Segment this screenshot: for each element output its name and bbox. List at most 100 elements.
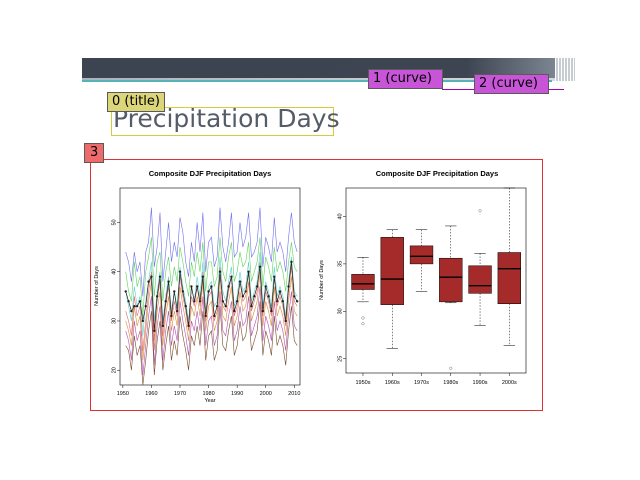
- slide-header-stripes: [555, 58, 575, 81]
- mean-point: [267, 295, 270, 298]
- box-1990s: [468, 209, 492, 326]
- box-1970s: [409, 229, 434, 292]
- x-tick-label: 1980: [202, 391, 214, 397]
- box-chart-x-ticks: 1950s 1960s 1970s 1980s 1990s 2000s: [355, 373, 517, 386]
- mean-point: [170, 314, 173, 318]
- y-tick-label: 30: [111, 318, 117, 324]
- box-chart-y-ticks: 25 30 35 40: [337, 213, 346, 362]
- mean-point: [233, 309, 236, 313]
- y-tick-label: 25: [337, 356, 343, 362]
- mean-point: [247, 270, 250, 273]
- box-chart: Composite DJF Precipitation Days Number …: [319, 169, 527, 386]
- category-label: 1970s: [414, 380, 429, 386]
- iqr-box: [351, 274, 375, 290]
- mean-point: [173, 290, 176, 293]
- mean-point: [295, 300, 299, 303]
- iqr-box: [468, 265, 492, 294]
- slide-header-banner: [82, 58, 575, 78]
- mean-point: [261, 309, 265, 313]
- mean-point: [250, 305, 253, 308]
- mean-point: [218, 270, 222, 273]
- series-line-3: [125, 251, 298, 336]
- annotation-curve1-tag: 1 (curve): [368, 69, 443, 89]
- series-line-4: [125, 271, 298, 361]
- mean-point: [184, 305, 187, 308]
- mean-point: [127, 300, 130, 303]
- precipitation-figure: Composite DJF Precipitation Days Year Nu…: [94, 169, 527, 404]
- mean-point: [287, 285, 290, 288]
- outlier-point: [449, 366, 453, 370]
- line-chart-ylabel: Number of Days: [94, 266, 100, 306]
- x-tick-label: 1950: [117, 391, 129, 397]
- series-line-6: [125, 301, 298, 386]
- line-chart-frame: [119, 187, 301, 386]
- mean-point: [241, 295, 245, 298]
- annotation-figure-tag: 3: [84, 143, 105, 163]
- y-tick-label: 30: [337, 308, 343, 314]
- mean-point: [198, 300, 202, 303]
- box-chart-title: Composite DJF Precipitation Days: [376, 169, 499, 178]
- header-accent-line: [82, 80, 552, 82]
- category-label: 1960s: [385, 380, 400, 386]
- mean-point: [155, 295, 159, 298]
- line-chart-y-ticks: 20 30 40 50: [111, 219, 120, 373]
- y-tick-label: 35: [337, 261, 343, 267]
- mean-point: [221, 300, 225, 303]
- annotation-curve2-tag: 2 (curve): [474, 74, 549, 94]
- category-label: 1950s: [355, 380, 370, 386]
- mean-point: [178, 270, 182, 273]
- mean-point: [135, 305, 139, 308]
- mean-point: [158, 275, 162, 278]
- category-label: 1980s: [443, 380, 458, 386]
- mean-point: [124, 290, 127, 293]
- iqr-box: [439, 257, 463, 303]
- category-label: 1990s: [473, 380, 488, 386]
- annotation-title-tag: 0 (title): [107, 92, 165, 112]
- mean-point: [141, 319, 145, 323]
- line-chart-xlabel: Year: [204, 398, 215, 404]
- mean-point: [193, 300, 196, 303]
- series-line-5: [125, 286, 298, 376]
- y-tick-label: 40: [111, 269, 117, 275]
- line-chart-x-ticks: 1950 1960 1970 1980 1990 2000 2010: [117, 385, 300, 397]
- line-chart-title: Composite DJF Precipitation Days: [149, 169, 272, 178]
- mean-point: [147, 280, 150, 283]
- mean-point: [161, 324, 165, 328]
- outlier-point: [361, 322, 365, 326]
- mean-point: [275, 300, 279, 303]
- y-tick-label: 50: [111, 219, 117, 225]
- mean-point: [230, 275, 233, 278]
- mean-point: [201, 275, 205, 278]
- box-chart-ylabel: Number of Days: [319, 260, 325, 300]
- series-line-2: [125, 261, 298, 351]
- mean-point: [190, 285, 193, 288]
- box-1980s: [439, 225, 463, 370]
- mean-point: [224, 305, 227, 308]
- mean-point: [255, 285, 259, 288]
- outlier-point: [478, 209, 482, 213]
- mean-point: [150, 275, 153, 278]
- mean-point: [284, 319, 287, 323]
- x-tick-label: 1960: [145, 391, 157, 397]
- mean-point: [133, 305, 136, 308]
- box-chart-boxes: [351, 187, 521, 370]
- mean-point: [215, 305, 219, 308]
- box-chart-frame: [345, 187, 527, 374]
- mean-point: [238, 280, 242, 283]
- category-label: 2000s: [502, 380, 517, 386]
- mean-point: [195, 285, 199, 288]
- mean-point: [293, 295, 296, 298]
- mean-point: [235, 300, 239, 303]
- mean-point: [210, 285, 213, 288]
- mean-point: [253, 295, 256, 298]
- outlier-point: [361, 316, 365, 320]
- box-2000s: [497, 187, 521, 346]
- mean-point: [204, 314, 207, 318]
- mean-point: [167, 280, 170, 283]
- mean-point: [244, 290, 247, 293]
- mean-point: [290, 260, 293, 264]
- mean-point: [130, 309, 133, 313]
- x-tick-label: 2000: [260, 391, 272, 397]
- iqr-box: [409, 245, 434, 265]
- mean-point: [278, 290, 282, 293]
